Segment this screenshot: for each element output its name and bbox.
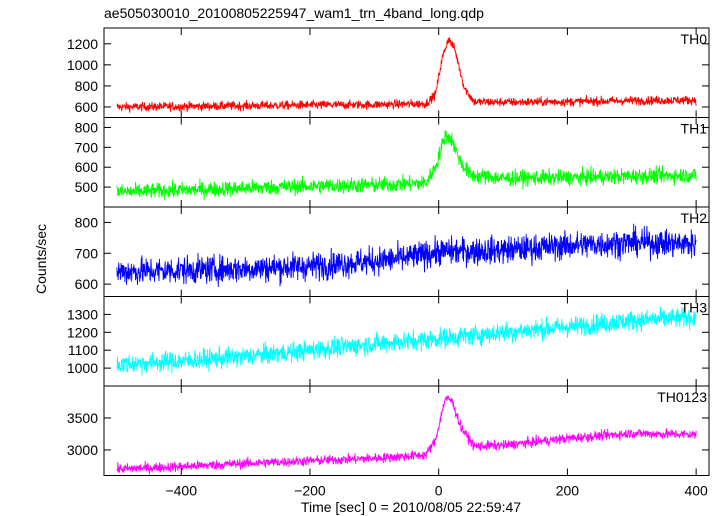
- panel-label-th0: TH0: [681, 31, 708, 47]
- y-tick-label: 600: [75, 276, 99, 292]
- panel-th0123: 3000 3500 TH0123: [67, 385, 710, 476]
- y-tick-label: 700: [75, 139, 99, 155]
- y-tick-label: 1200: [67, 36, 98, 52]
- y-tick-label: 500: [75, 179, 99, 195]
- y-tick-label: 600: [75, 99, 99, 115]
- y-tick-label: 800: [75, 214, 99, 230]
- y-tick-label: 1000: [67, 57, 98, 73]
- y-tick-label: 1300: [67, 306, 98, 322]
- x-tick-label: 200: [556, 483, 580, 499]
- panel-label-th3: TH3: [681, 300, 708, 316]
- y-tick-label: 800: [75, 78, 99, 94]
- series-line-th1: [116, 129, 697, 201]
- x-axis-label: Time [sec] 0 = 2010/08/05 22:59:47: [301, 499, 521, 515]
- panel-label-th2: TH2: [681, 210, 708, 226]
- y-tick-label: 800: [75, 119, 99, 135]
- panel-frame: [103, 385, 710, 476]
- y-tick-label: 3500: [67, 410, 98, 426]
- panel-th0: 600 800 1000 1200 TH0: [67, 27, 710, 118]
- panel-th1: 500 600 700 800 TH1: [75, 117, 710, 208]
- y-axis-label: Counts/sec: [33, 224, 49, 294]
- panels: 600 800 1000 1200 TH0 500 600 700 800 TH1 600 700 80…: [67, 27, 710, 476]
- y-tick-label: 1200: [67, 324, 98, 340]
- y-tick-label: 1100: [68, 342, 98, 358]
- series-line-th0123: [116, 394, 697, 475]
- panel-th2: 600 700 800 TH2: [75, 206, 710, 297]
- panel-label-th1: TH1: [681, 121, 708, 137]
- panel-th3: 1000 1100 1200 1300 TH3: [67, 296, 710, 387]
- y-tick-label: 600: [75, 159, 99, 175]
- series-line-th3: [116, 306, 697, 376]
- y-tick-label: 3000: [67, 442, 98, 458]
- x-tick-label: −400: [165, 483, 197, 499]
- x-tick-label: 0: [435, 483, 443, 499]
- y-tick-label: 1000: [67, 360, 98, 376]
- x-axis: −400 −200 0 200 400: [165, 483, 708, 499]
- chart-title: ae505030010_20100805225947_wam1_trn_4ban…: [104, 5, 484, 21]
- series-line-th2: [116, 223, 697, 287]
- x-tick-label: 400: [684, 483, 708, 499]
- y-tick-label: 700: [75, 245, 99, 261]
- series-line-th0: [116, 37, 697, 113]
- x-tick-label: −200: [294, 483, 326, 499]
- panel-label-th0123: TH0123: [657, 389, 707, 405]
